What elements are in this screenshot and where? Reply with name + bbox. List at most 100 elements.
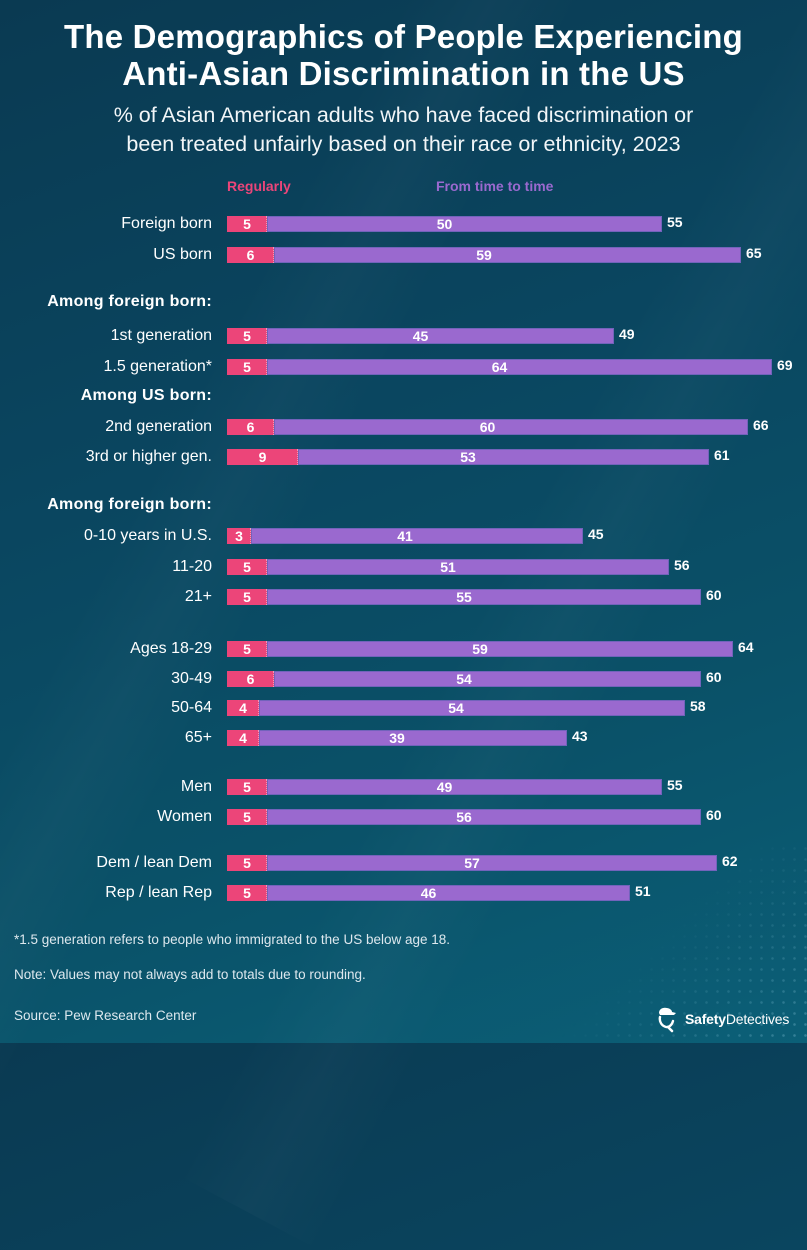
category-label-men: Men: [180, 778, 212, 795]
bar-regularly-ages-18-29: [227, 641, 267, 657]
bar-total-50-64: 58: [690, 698, 706, 714]
bar-value-regularly-rep-lean-rep: 5: [243, 885, 251, 901]
bar-value-from-time-to-time-0-10-years-in-u-s: 41: [397, 528, 413, 544]
bar-from-time-to-time-women: [267, 809, 701, 825]
bar-value-regularly-foreign-born: 5: [243, 216, 251, 232]
title-line-1: The Demographics of People Experiencing: [64, 18, 743, 55]
bar-value-from-time-to-time-rep-lean-rep: 46: [420, 885, 437, 901]
bar-value-from-time-to-time-men: 49: [436, 779, 453, 795]
bar-total-men: 55: [667, 777, 683, 793]
detective-logo-icon: [658, 1007, 676, 1033]
bar-value-from-time-to-time-us-born: 59: [476, 247, 492, 263]
bar-regularly-2nd-generation: [227, 419, 274, 435]
subtitle-line-2: been treated unfairly based on their rac…: [126, 132, 681, 156]
bar-regularly-50-64: [227, 700, 259, 716]
bar-value-from-time-to-time-3rd-or-higher-gen: 53: [460, 449, 476, 465]
bar-from-time-to-time-foreign-born: [267, 216, 662, 232]
bar-regularly-3rd-or-higher-gen: [227, 449, 298, 465]
bar-total-ages-18-29: 64: [738, 639, 754, 655]
category-label-ages-18-29: Ages 18-29: [130, 640, 212, 657]
bar-total-0-10-years-in-u-s: 45: [588, 526, 604, 542]
bar-regularly-women: [227, 809, 267, 825]
bar-value-from-time-to-time-women: 56: [456, 809, 472, 825]
brand-name-regular: Detectives: [725, 1011, 790, 1027]
bar-from-time-to-time-2nd-generation: [274, 419, 748, 435]
bar-from-time-to-time-1-5-generation: [267, 359, 772, 375]
category-label-rep-lean-rep: Rep / lean Rep: [105, 884, 212, 901]
bar-total-dem-lean-dem: 62: [722, 853, 738, 869]
bar-from-time-to-time-men: [267, 779, 662, 795]
bar-value-from-time-to-time-21: 55: [456, 589, 472, 605]
bar-from-time-to-time-11-20: [267, 559, 669, 575]
category-label-us-born: US born: [153, 246, 212, 263]
footnote-generation: *1.5 generation refers to people who imm…: [14, 932, 451, 947]
footnote-rounding: Note: Values may not always add to total…: [14, 967, 366, 982]
section-header: Among foreign born:: [47, 293, 212, 310]
bar-regularly-30-49: [227, 671, 274, 687]
subtitle-line-1: % of Asian American adults who have face…: [113, 103, 694, 127]
category-label-21: 21+: [184, 588, 212, 605]
bar-total-1-5-generation: 69: [777, 357, 793, 373]
bar-from-time-to-time-50-64: [259, 700, 685, 716]
bar-total-us-born: 65: [746, 245, 762, 261]
bar-value-from-time-to-time-11-20: 51: [440, 559, 456, 575]
category-label-dem-lean-dem: Dem / lean Dem: [96, 854, 212, 871]
brand-logo: SafetyDetectives: [655, 1004, 789, 1034]
bar-from-time-to-time-1st-generation: [267, 328, 614, 344]
bar-regularly-65: [227, 730, 259, 746]
category-label-11-20: 11-20: [172, 558, 212, 575]
bar-value-from-time-to-time-2nd-generation: 60: [479, 419, 496, 435]
bar-from-time-to-time-21: [267, 589, 701, 605]
bar-value-regularly-dem-lean-dem: 5: [243, 855, 251, 871]
bar-from-time-to-time-30-49: [274, 671, 701, 687]
bar-from-time-to-time-0-10-years-in-u-s: [251, 528, 583, 544]
bar-total-65: 43: [572, 728, 588, 744]
category-label-women: Women: [157, 808, 212, 825]
bar-value-from-time-to-time-50-64: 54: [448, 700, 464, 716]
source-note: Source: Pew Research Center: [14, 1008, 197, 1023]
bar-value-regularly-0-10-years-in-u-s: 3: [235, 528, 243, 544]
section-header: Among US born:: [80, 387, 212, 404]
bar-regularly-11-20: [227, 559, 267, 575]
bar-value-from-time-to-time-foreign-born: 50: [436, 216, 453, 232]
bar-value-regularly-11-20: 5: [243, 559, 251, 575]
bar-regularly-1st-generation: [227, 328, 267, 344]
bar-value-regularly-1-5-generation: 5: [243, 359, 251, 375]
bar-total-2nd-generation: 66: [753, 417, 769, 433]
bar-total-21: 60: [706, 587, 722, 603]
brand-name-bold: Safety: [685, 1011, 726, 1027]
bar-value-regularly-30-49: 6: [246, 671, 255, 687]
bar-value-regularly-men: 5: [243, 779, 251, 795]
bar-value-regularly-65: 4: [239, 730, 247, 746]
title-line-2: Anti-Asian Discrimination in the US: [122, 55, 685, 92]
bar-value-regularly-us-born: 6: [246, 247, 255, 263]
legend-item-regularly: Regularly: [227, 178, 291, 194]
category-label-65: 65+: [184, 729, 212, 746]
bar-value-regularly-50-64: 4: [239, 700, 247, 716]
bar-total-1st-generation: 49: [619, 326, 635, 342]
chart-subtitle: % of Asian American adults who have face…: [0, 101, 807, 159]
chart-title: The Demographics of People Experiencing …: [0, 18, 807, 92]
bar-regularly-dem-lean-dem: [227, 855, 267, 871]
category-label-30-49: 30-49: [171, 670, 212, 687]
bar-from-time-to-time-dem-lean-dem: [267, 855, 717, 871]
bar-value-from-time-to-time-65: 39: [389, 730, 405, 746]
bar-total-3rd-or-higher-gen: 61: [714, 447, 730, 463]
category-label-50-64: 50-64: [171, 699, 212, 716]
bar-value-regularly-ages-18-29: 5: [243, 641, 251, 657]
bar-value-regularly-2nd-generation: 6: [246, 419, 255, 435]
category-label-3rd-or-higher-gen: 3rd or higher gen.: [85, 448, 212, 465]
bar-value-regularly-1st-generation: 5: [243, 328, 251, 344]
bar-from-time-to-time-rep-lean-rep: [267, 885, 630, 901]
bar-total-30-49: 60: [706, 669, 722, 685]
bar-total-rep-lean-rep: 51: [635, 883, 651, 899]
bar-value-from-time-to-time-30-49: 54: [456, 671, 472, 687]
bar-from-time-to-time-3rd-or-higher-gen: [298, 449, 709, 465]
bar-regularly-1-5-generation: [227, 359, 267, 375]
bar-regularly-21: [227, 589, 267, 605]
category-label-1st-generation: 1st generation: [110, 327, 212, 344]
category-label-0-10-years-in-u-s: 0-10 years in U.S.: [83, 527, 212, 544]
bar-from-time-to-time-us-born: [274, 247, 741, 263]
category-label-foreign-born: Foreign born: [121, 215, 212, 232]
category-label-2nd-generation: 2nd generation: [105, 418, 212, 435]
